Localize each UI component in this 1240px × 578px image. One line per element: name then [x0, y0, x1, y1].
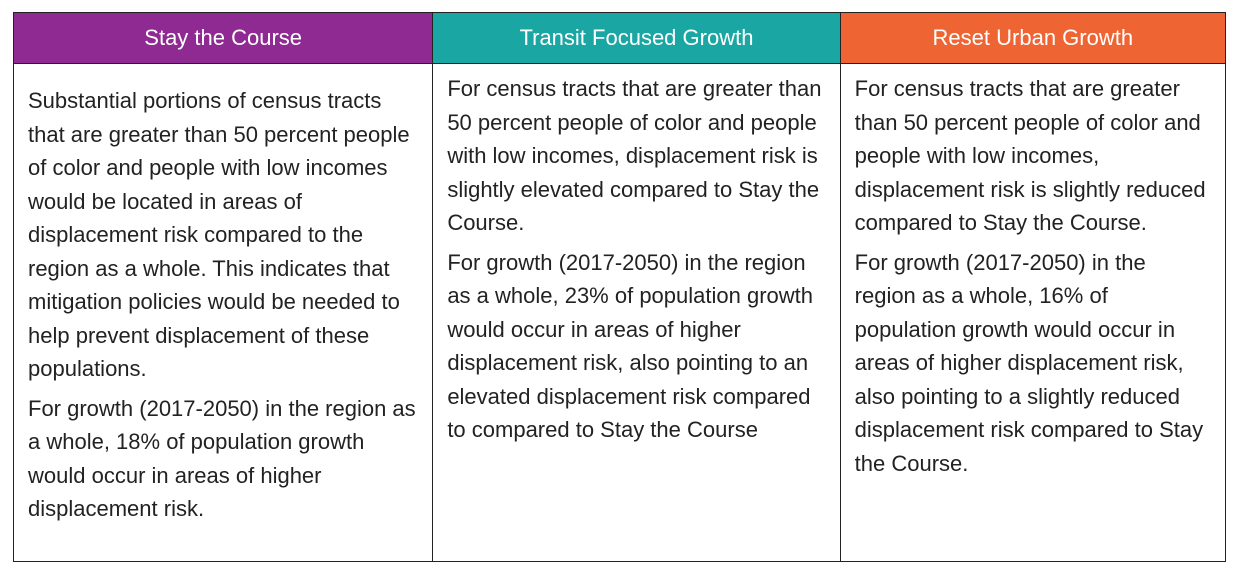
cell: For census tracts that are greater than … — [433, 64, 839, 447]
cell: Substantial portions of census tracts th… — [14, 64, 432, 526]
paragraph: For census tracts that are greater than … — [854, 76, 1206, 235]
column-header: Stay the Course — [14, 13, 433, 64]
paragraph: For growth (2017-2050) in the region as … — [28, 395, 416, 522]
paragraph: For growth (2017-2050) in the region as … — [447, 249, 813, 443]
paragraph: Substantial portions of census tracts th… — [28, 88, 410, 381]
paragraph: For census tracts that are greater than … — [447, 76, 822, 235]
cell: For census tracts that are greater than … — [841, 64, 1225, 480]
table: Stay the Course Substantial portions of c… — [13, 12, 1226, 562]
column: Stay the Course Substantial portions of c… — [14, 13, 434, 561]
column: Transit Focused Growth For census tracts … — [433, 13, 841, 561]
column-header: Reset Urban Growth — [840, 13, 1225, 64]
column: Reset Urban Growth For census tracts that… — [840, 13, 1225, 561]
paragraph: For growth (2017-2050) in the region as … — [854, 249, 1204, 476]
column-header: Transit Focused Growth — [433, 13, 840, 64]
